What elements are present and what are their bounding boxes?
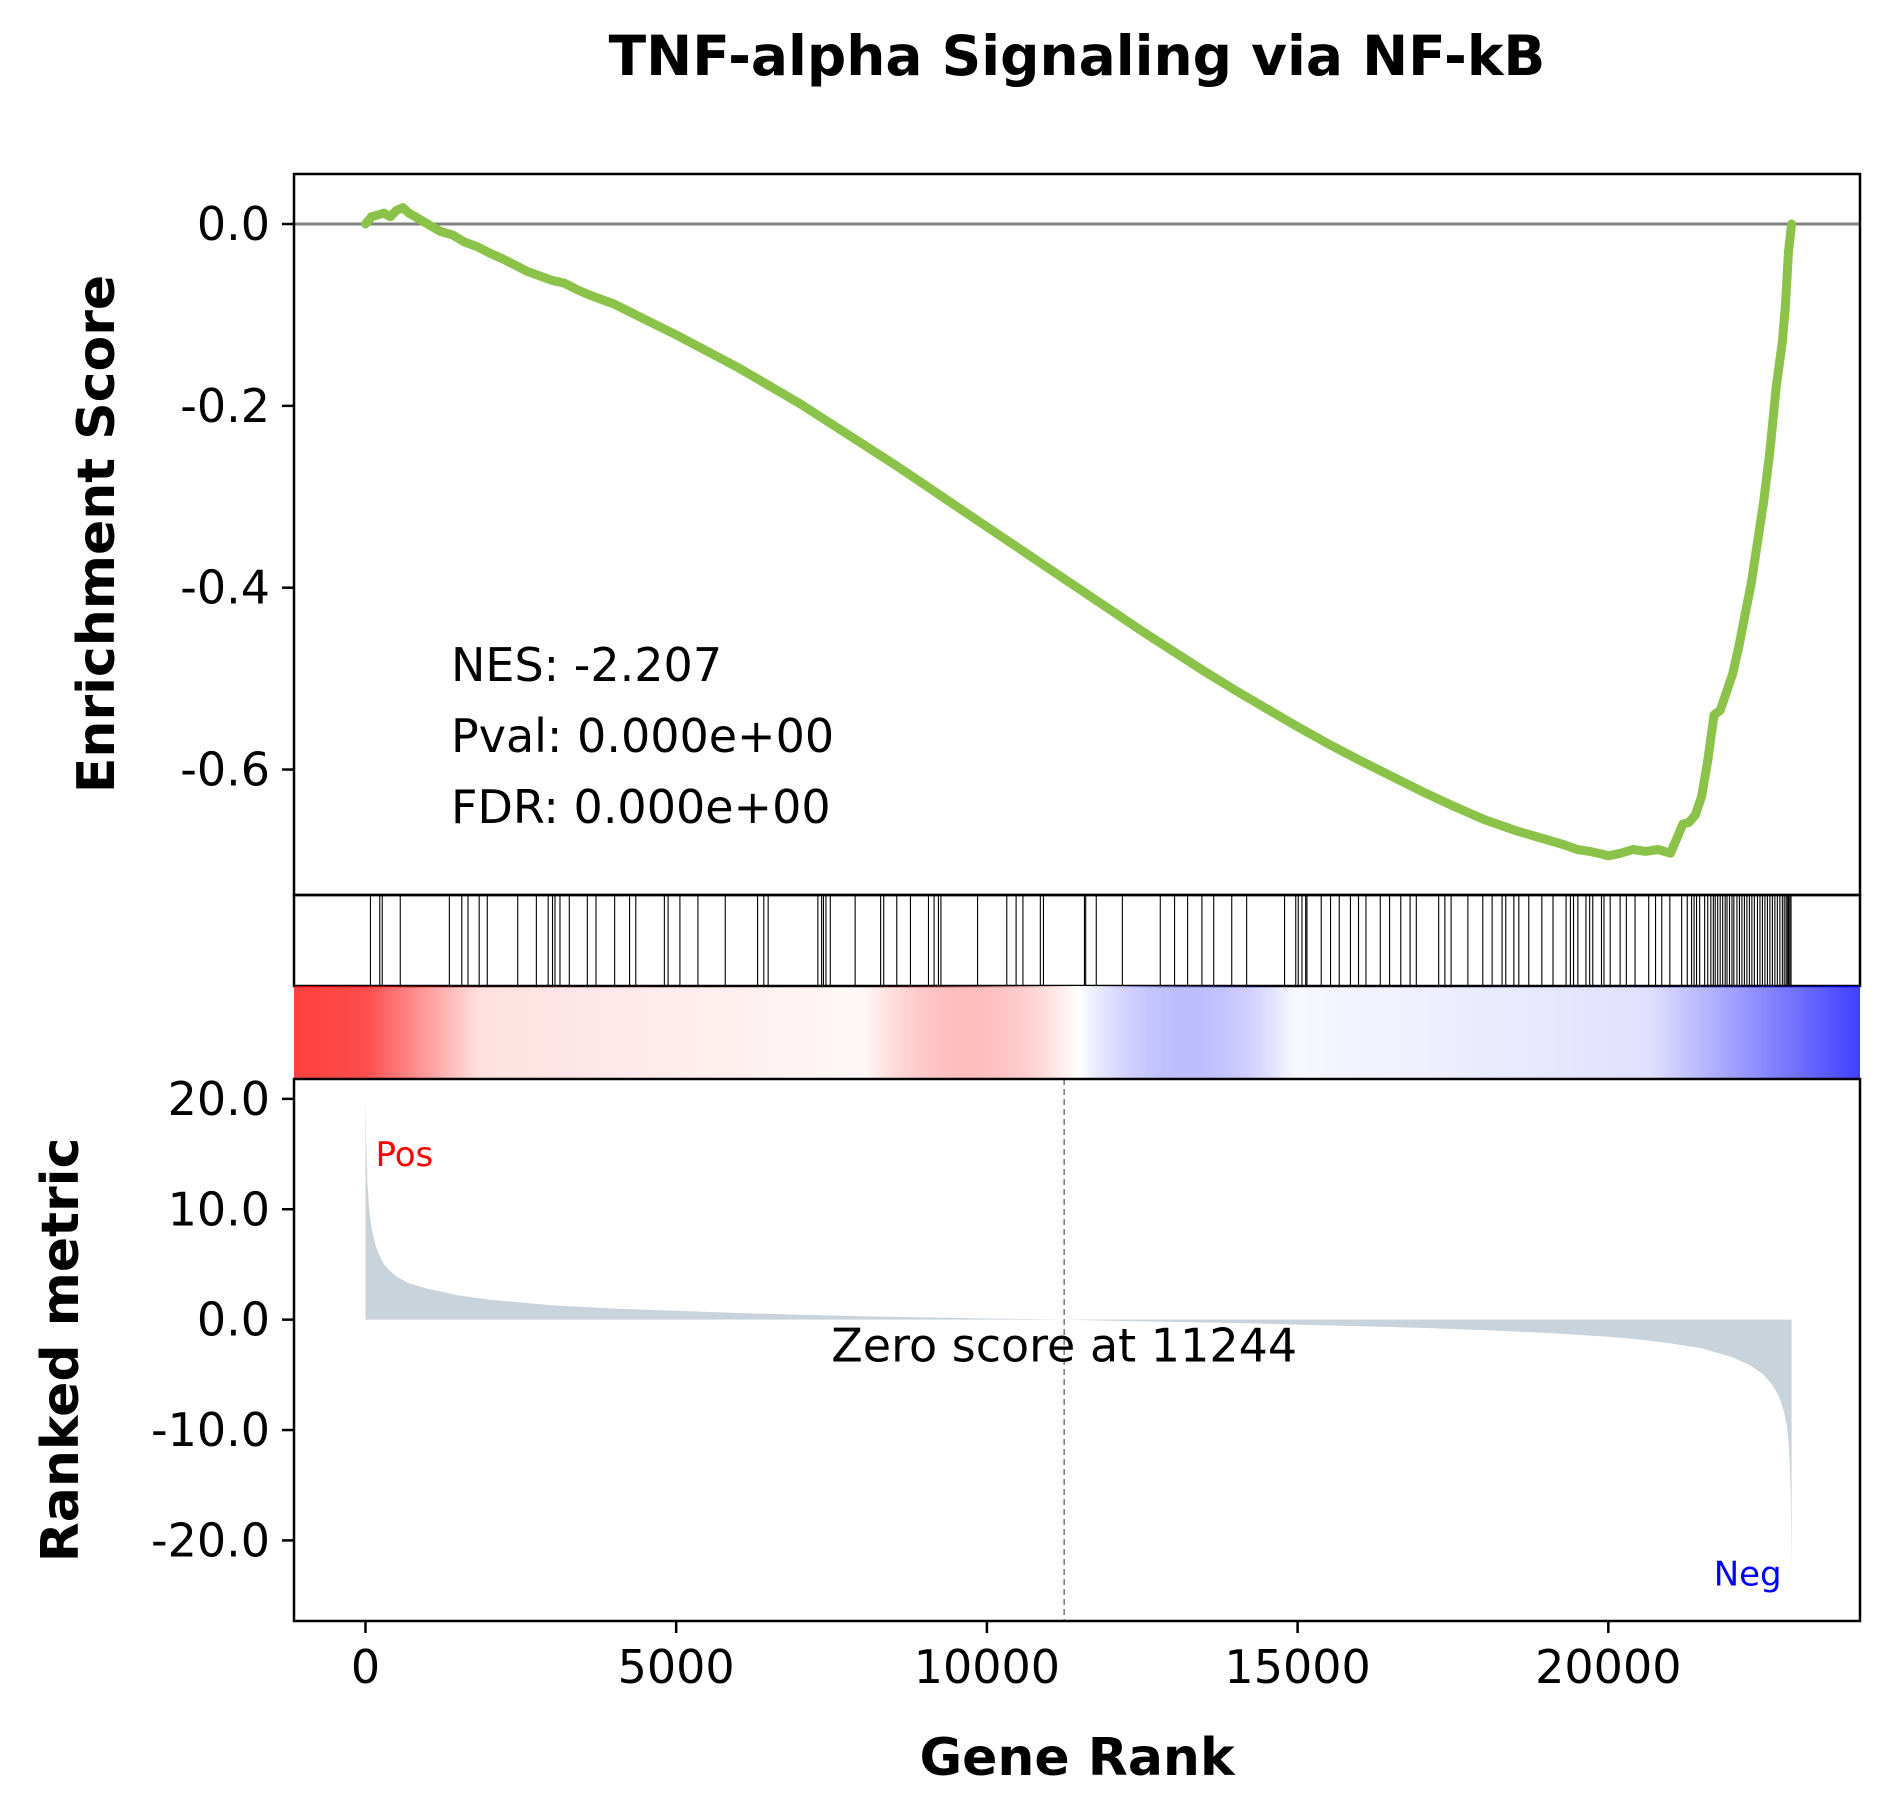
es-y-tick-label: 0.0 <box>197 197 270 251</box>
enrichment-panel: 0.0 -0.2 -0.4 -0.6 NES: -2.207 Pval: 0.000e… <box>67 172 1862 897</box>
ranked-metric-panel: Zero score at 11244 Pos Neg 20.0 10.0 0.0 -… <box>31 1072 1862 1623</box>
zero-cross-label: Zero score at 11244 <box>831 1319 1297 1373</box>
rm-y-axis-label: Ranked metric <box>31 1138 91 1563</box>
hits-panel-frame <box>292 893 1862 988</box>
chart-title: TNF-alpha Signaling via NF-kB <box>609 24 1546 88</box>
x-tick-label: 15000 <box>1224 1640 1370 1694</box>
x-axis-label: Gene Rank <box>919 1728 1235 1788</box>
es-y-axis-label: Enrichment Score <box>67 275 127 793</box>
es-annotation-nes: NES: -2.207 <box>451 638 722 692</box>
rm-y-tick-label: 10.0 <box>168 1182 270 1236</box>
rm-y-tick-label: -10.0 <box>151 1403 270 1457</box>
rank-colorbar <box>294 986 1860 1079</box>
neg-label: Neg <box>1714 1555 1782 1595</box>
x-tick-label: 5000 <box>618 1640 735 1694</box>
rm-panel-frame <box>292 1077 1862 1623</box>
es-y-tick-label: -0.2 <box>180 379 270 433</box>
es-y-ticks: 0.0 -0.2 -0.4 -0.6 <box>180 197 294 797</box>
x-tick-label: 10000 <box>914 1640 1060 1694</box>
hits-panel <box>292 893 1862 988</box>
pos-label: Pos <box>375 1135 433 1175</box>
gene-hit-lines <box>369 895 1792 986</box>
rm-y-tick-label: 20.0 <box>168 1072 270 1126</box>
x-tick-label: 20000 <box>1535 1640 1681 1694</box>
es-y-tick-label: -0.6 <box>180 743 270 797</box>
rm-y-tick-label: -20.0 <box>151 1513 270 1567</box>
x-tick-label: 0 <box>351 1640 380 1694</box>
x-ticks: 0 5000 10000 15000 20000 <box>351 1621 1681 1694</box>
es-annotation-fdr: FDR: 0.000e+00 <box>451 780 831 834</box>
rm-y-tick-label: 0.0 <box>197 1293 270 1347</box>
enrichment-score-line <box>361 203 1797 861</box>
es-y-tick-label: -0.4 <box>180 561 270 615</box>
rm-y-ticks: 20.0 10.0 0.0 -10.0 -20.0 <box>151 1072 294 1567</box>
es-annotation-pval: Pval: 0.000e+00 <box>451 709 834 763</box>
